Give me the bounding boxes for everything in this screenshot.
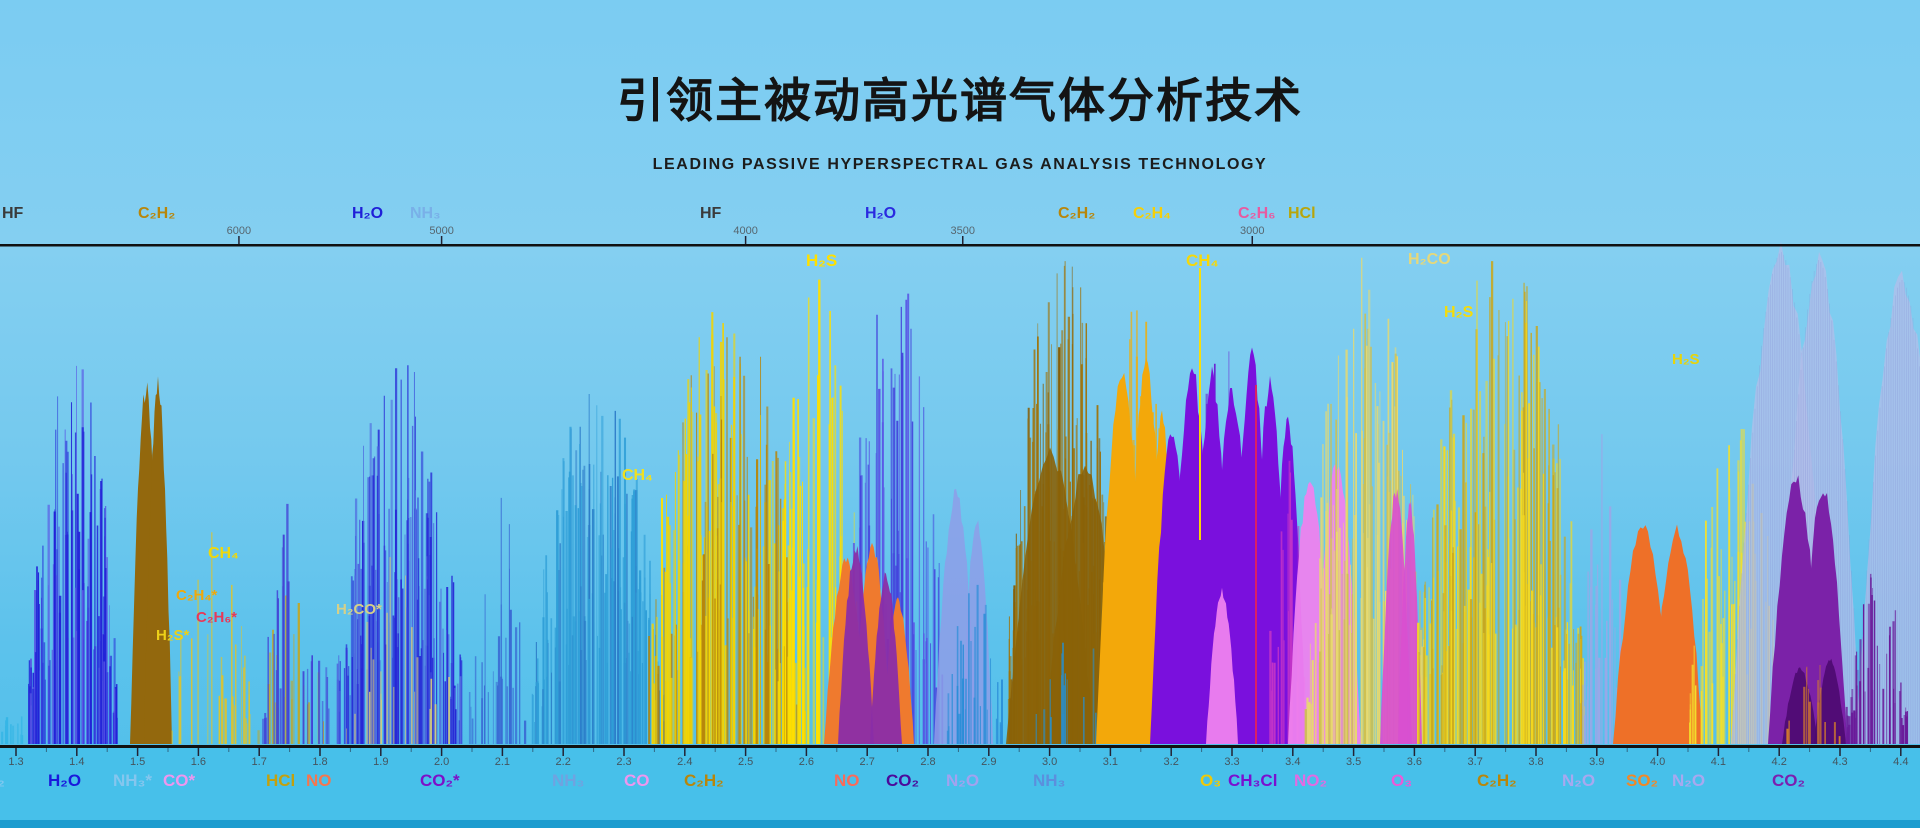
page-subtitle: LEADING PASSIVE HYPERSPECTRAL GAS ANALYS…: [652, 156, 1268, 173]
footer-strip: [0, 747, 1920, 820]
page-title: 引领主被动高光谱气体分析技术: [617, 74, 1303, 127]
footer-edge: [0, 820, 1920, 828]
